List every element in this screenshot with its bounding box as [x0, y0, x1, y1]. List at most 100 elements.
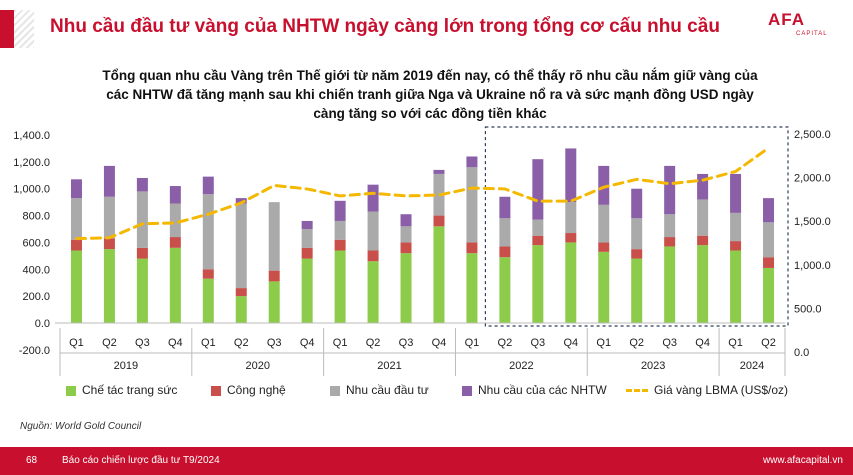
subtitle-line: các NHTW đã tăng mạnh sau khi chiến tran… — [106, 87, 754, 102]
bar-segment-jewelry — [466, 253, 478, 323]
y-left-tick-label: 800.0 — [22, 211, 50, 223]
legend-label: Nhu cầu đầu tư — [346, 383, 429, 397]
logo-text: AFA — [768, 10, 805, 29]
bar-segment-jewelry — [664, 246, 676, 323]
gold-price-line — [74, 146, 771, 241]
x-year-label: 2019 — [114, 360, 138, 372]
y-right-tick-label: 500.0 — [794, 303, 822, 315]
subtitle-line: càng tăng so với các đồng tiền khác — [313, 106, 547, 121]
bar-segment-central-banks — [136, 177, 148, 192]
bar-segment-technology — [730, 241, 742, 251]
bar-segment-central-banks — [202, 176, 214, 195]
legend-item-central-banks: Nhu cầu của các NHTW — [462, 383, 607, 397]
x-quarter-label: Q1 — [201, 337, 216, 349]
bar-segment-technology — [334, 239, 346, 251]
y-right-tick-label: 2,500.0 — [794, 129, 831, 141]
bar-segment-technology — [367, 250, 379, 262]
bar-segment-central-banks — [466, 156, 478, 168]
x-quarter-label: Q2 — [102, 337, 117, 349]
bar-segment-jewelry — [400, 253, 412, 323]
x-quarter-label: Q4 — [695, 337, 710, 349]
bar-segment-technology — [631, 249, 643, 259]
bar-segment-jewelry — [763, 267, 775, 323]
y-left-tick-label: 1,200.0 — [13, 157, 50, 169]
bar-segment-technology — [598, 242, 610, 252]
x-year-label: 2024 — [740, 360, 764, 372]
page-number: 68 — [26, 455, 38, 466]
bar-segment-investment — [202, 194, 214, 270]
legend-item-technology: Công nghệ — [211, 383, 286, 397]
chart-subtitle: Tổng quan nhu cầu Vàng trên Thế giới từ … — [90, 66, 770, 123]
bar-segment-technology — [235, 288, 247, 297]
bar-segment-jewelry — [136, 258, 148, 323]
y-left-tick-label: 400.0 — [22, 264, 50, 276]
bar-segment-central-banks — [697, 173, 709, 200]
bar-segment-technology — [466, 242, 478, 254]
x-year-label: 2020 — [245, 360, 269, 372]
x-quarter-label: Q3 — [267, 337, 282, 349]
x-quarter-label: Q1 — [465, 337, 480, 349]
bar-segment-jewelry — [103, 249, 115, 323]
legend-line-swatch — [626, 389, 648, 393]
bar-segment-technology — [169, 237, 181, 248]
x-year-label: 2022 — [509, 360, 533, 372]
y-left-tick-label: 1,000.0 — [13, 184, 50, 196]
x-quarter-label: Q1 — [69, 337, 84, 349]
bar-segment-investment — [334, 220, 346, 240]
bar-segment-jewelry — [202, 278, 214, 323]
footer-bar: 68 Báo cáo chiến lược đầu tư T9/2024 www… — [0, 447, 853, 475]
logo-subtext: CAPITAL — [796, 31, 828, 37]
bar-segment-investment — [565, 202, 577, 234]
x-quarter-label: Q1 — [728, 337, 743, 349]
bar-segment-jewelry — [598, 251, 610, 323]
bar-segment-investment — [466, 167, 478, 243]
x-quarter-label: Q4 — [168, 337, 183, 349]
bar-segment-jewelry — [301, 258, 313, 323]
x-quarter-label: Q2 — [629, 337, 644, 349]
bar-segment-investment — [235, 203, 247, 289]
x-quarter-label: Q3 — [399, 337, 414, 349]
bar-segment-central-banks — [532, 159, 544, 220]
y-left-tick-label: -200.0 — [19, 345, 50, 357]
bar-segment-technology — [301, 247, 313, 259]
bar-segment-jewelry — [565, 242, 577, 323]
bar-segment-central-banks — [235, 198, 247, 204]
y-right-tick-label: 1,000.0 — [794, 260, 831, 272]
bar-segment-technology — [400, 242, 412, 254]
bar-segment-technology — [763, 257, 775, 268]
bar-segment-jewelry — [235, 296, 247, 323]
bar-segment-technology — [136, 247, 148, 259]
bar-segment-jewelry — [70, 250, 82, 323]
bar-segment-jewelry — [433, 226, 445, 323]
bar-segment-central-banks — [565, 148, 577, 203]
bar-segment-jewelry — [367, 261, 379, 323]
bar-segment-technology — [565, 233, 577, 243]
afa-logo: AFA CAPITAL — [768, 10, 838, 40]
subtitle-line: Tổng quan nhu cầu Vàng trên Thế giới từ … — [102, 68, 758, 83]
bar-segment-investment — [697, 199, 709, 236]
bar-segment-central-banks — [730, 173, 742, 213]
bar-segment-investment — [367, 211, 379, 251]
gold-demand-chart: -200.0 0.0 200.0 400.0 600.0 800.0 1,000.0 1,20… — [13, 126, 831, 376]
legend-label: Công nghệ — [227, 383, 286, 397]
footer-website-link[interactable]: www.afacapital.vn — [762, 455, 843, 466]
y-right-tick-label: 1,500.0 — [794, 216, 831, 228]
y-right-tick-label: 2,000.0 — [794, 173, 831, 185]
bar-segment-central-banks — [664, 165, 676, 215]
bar-segment-technology — [697, 235, 709, 246]
bar-segment-investment — [103, 196, 115, 239]
bar-segment-central-banks — [70, 179, 82, 199]
bar-segment-central-banks — [334, 200, 346, 221]
bar-segment-jewelry — [499, 257, 511, 323]
bar-segment-jewelry — [334, 250, 346, 323]
bar-segment-investment — [598, 204, 610, 243]
x-quarter-label: Q2 — [761, 337, 776, 349]
bar-segment-central-banks — [301, 220, 313, 229]
bar-segment-investment — [169, 203, 181, 238]
bar-segment-investment — [763, 222, 775, 258]
bar-segment-jewelry — [631, 258, 643, 323]
bar-segment-investment — [136, 191, 148, 248]
bar-segment-jewelry — [169, 247, 181, 323]
bar-segment-central-banks — [103, 165, 115, 197]
bar-segment-technology — [202, 269, 214, 279]
